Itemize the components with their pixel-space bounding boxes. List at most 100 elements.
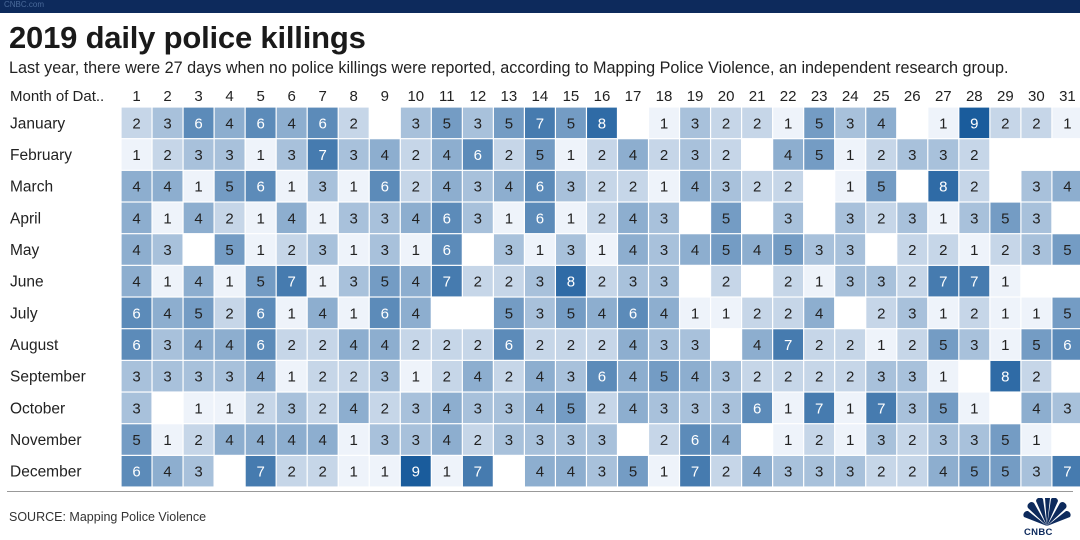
cell-value: 8 xyxy=(598,115,606,132)
cell-value: 3 xyxy=(225,147,233,164)
cell-value: 3 xyxy=(660,337,668,354)
day-label: 3 xyxy=(194,88,202,105)
heatmap-cell xyxy=(680,329,710,360)
heatmap-cell xyxy=(928,424,959,455)
heatmap-cell xyxy=(369,297,400,329)
cell-value: 2 xyxy=(287,242,295,259)
heatmap-cell xyxy=(959,139,990,170)
cell-value: 2 xyxy=(287,337,295,354)
month-label: June xyxy=(10,274,44,291)
heatmap-cell xyxy=(1021,107,1052,139)
heatmap-cell xyxy=(214,392,245,424)
heatmap-cell xyxy=(493,202,524,234)
cell-value: 1 xyxy=(163,210,171,227)
cell-value: 4 xyxy=(691,179,699,196)
day-label: 27 xyxy=(935,88,952,105)
heatmap-cell xyxy=(587,424,617,455)
heatmap-cell xyxy=(897,265,928,297)
cell-value: 3 xyxy=(908,210,916,227)
heatmap-cell xyxy=(711,234,741,265)
heatmap-cell xyxy=(183,202,214,234)
cell-value: 4 xyxy=(194,274,202,291)
cell-value: 4 xyxy=(287,432,295,449)
heatmap-cell xyxy=(121,424,152,455)
cell-value: 3 xyxy=(474,179,482,196)
cell-value: 2 xyxy=(753,305,761,322)
heatmap-cell xyxy=(959,107,990,139)
cell-value: 3 xyxy=(908,147,916,164)
cell-value: 2 xyxy=(815,369,823,386)
cell-value: 4 xyxy=(412,210,420,227)
cell-value: 5 xyxy=(970,464,978,481)
cell-value: 1 xyxy=(443,464,451,481)
heatmap-cell xyxy=(649,234,679,265)
cell-value: 1 xyxy=(256,210,264,227)
month-label: February xyxy=(10,147,72,164)
heatmap-cell xyxy=(742,360,773,392)
heatmap-cell xyxy=(369,329,400,360)
heatmap-cell xyxy=(307,265,338,297)
heatmap-cell xyxy=(431,139,462,170)
heatmap-cell xyxy=(587,265,617,297)
heatmap-cell xyxy=(338,139,369,170)
heatmap-cell xyxy=(276,424,307,455)
cell-value: 3 xyxy=(381,432,389,449)
chart-subtitle: Last year, there were 27 days when no po… xyxy=(9,59,1009,77)
cell-value: 6 xyxy=(443,242,451,259)
cell-value: 5 xyxy=(939,337,947,354)
cell-value: 5 xyxy=(505,115,513,132)
cell-value: 1 xyxy=(350,432,358,449)
month-label: October xyxy=(10,400,65,417)
cell-value: 4 xyxy=(225,432,233,449)
cell-value: 2 xyxy=(319,337,327,354)
cell-value: 5 xyxy=(629,464,637,481)
day-label: 30 xyxy=(1028,88,1045,105)
cell-value: 2 xyxy=(474,337,482,354)
cell-value: 5 xyxy=(939,400,947,417)
heatmap-cell xyxy=(400,202,431,234)
cell-value: 1 xyxy=(163,274,171,291)
cell-value: 7 xyxy=(784,337,792,354)
heatmap-cell xyxy=(431,329,462,360)
heatmap-cell xyxy=(183,360,214,392)
cell-value: 5 xyxy=(1063,305,1071,322)
cell-value: 3 xyxy=(784,210,792,227)
heatmap-cell xyxy=(400,392,431,424)
cell-value: 4 xyxy=(443,147,451,164)
cell-value: 2 xyxy=(412,147,420,164)
cell-value: 3 xyxy=(970,210,978,227)
heatmap-cell xyxy=(618,297,648,329)
cell-value: 2 xyxy=(970,179,978,196)
cell-value: 3 xyxy=(598,432,606,449)
heatmap-cell xyxy=(307,297,338,329)
cell-value: 5 xyxy=(505,305,513,322)
cell-value: 2 xyxy=(877,147,885,164)
cell-value: 2 xyxy=(412,179,420,196)
cell-value: 7 xyxy=(970,274,978,291)
cell-value: 4 xyxy=(629,369,637,386)
heatmap-cell xyxy=(152,107,183,139)
heatmap-cell xyxy=(649,360,679,392)
cell-value: 2 xyxy=(163,147,171,164)
cell-value: 2 xyxy=(319,369,327,386)
heatmap-cell xyxy=(276,202,307,234)
heatmap-cell xyxy=(835,329,866,360)
day-label: 18 xyxy=(656,88,673,105)
cell-value: 2 xyxy=(350,369,358,386)
heatmap-cell xyxy=(773,170,804,202)
cell-value: 4 xyxy=(163,305,171,322)
heatmap-cell xyxy=(276,297,307,329)
heatmap-cell xyxy=(959,297,990,329)
heatmap-cell xyxy=(835,202,866,234)
heatmap-cell xyxy=(773,392,804,424)
heatmap-cell xyxy=(1052,107,1080,139)
cell-value: 4 xyxy=(567,464,575,481)
heatmap-cell xyxy=(680,392,710,424)
cell-value: 2 xyxy=(722,274,730,291)
heatmap-cell xyxy=(587,392,617,424)
heatmap-cell xyxy=(742,455,773,487)
cell-value: 2 xyxy=(225,305,233,322)
heatmap-cell xyxy=(369,234,400,265)
heatmap-cell xyxy=(400,107,431,139)
cell-value: 4 xyxy=(629,242,637,259)
